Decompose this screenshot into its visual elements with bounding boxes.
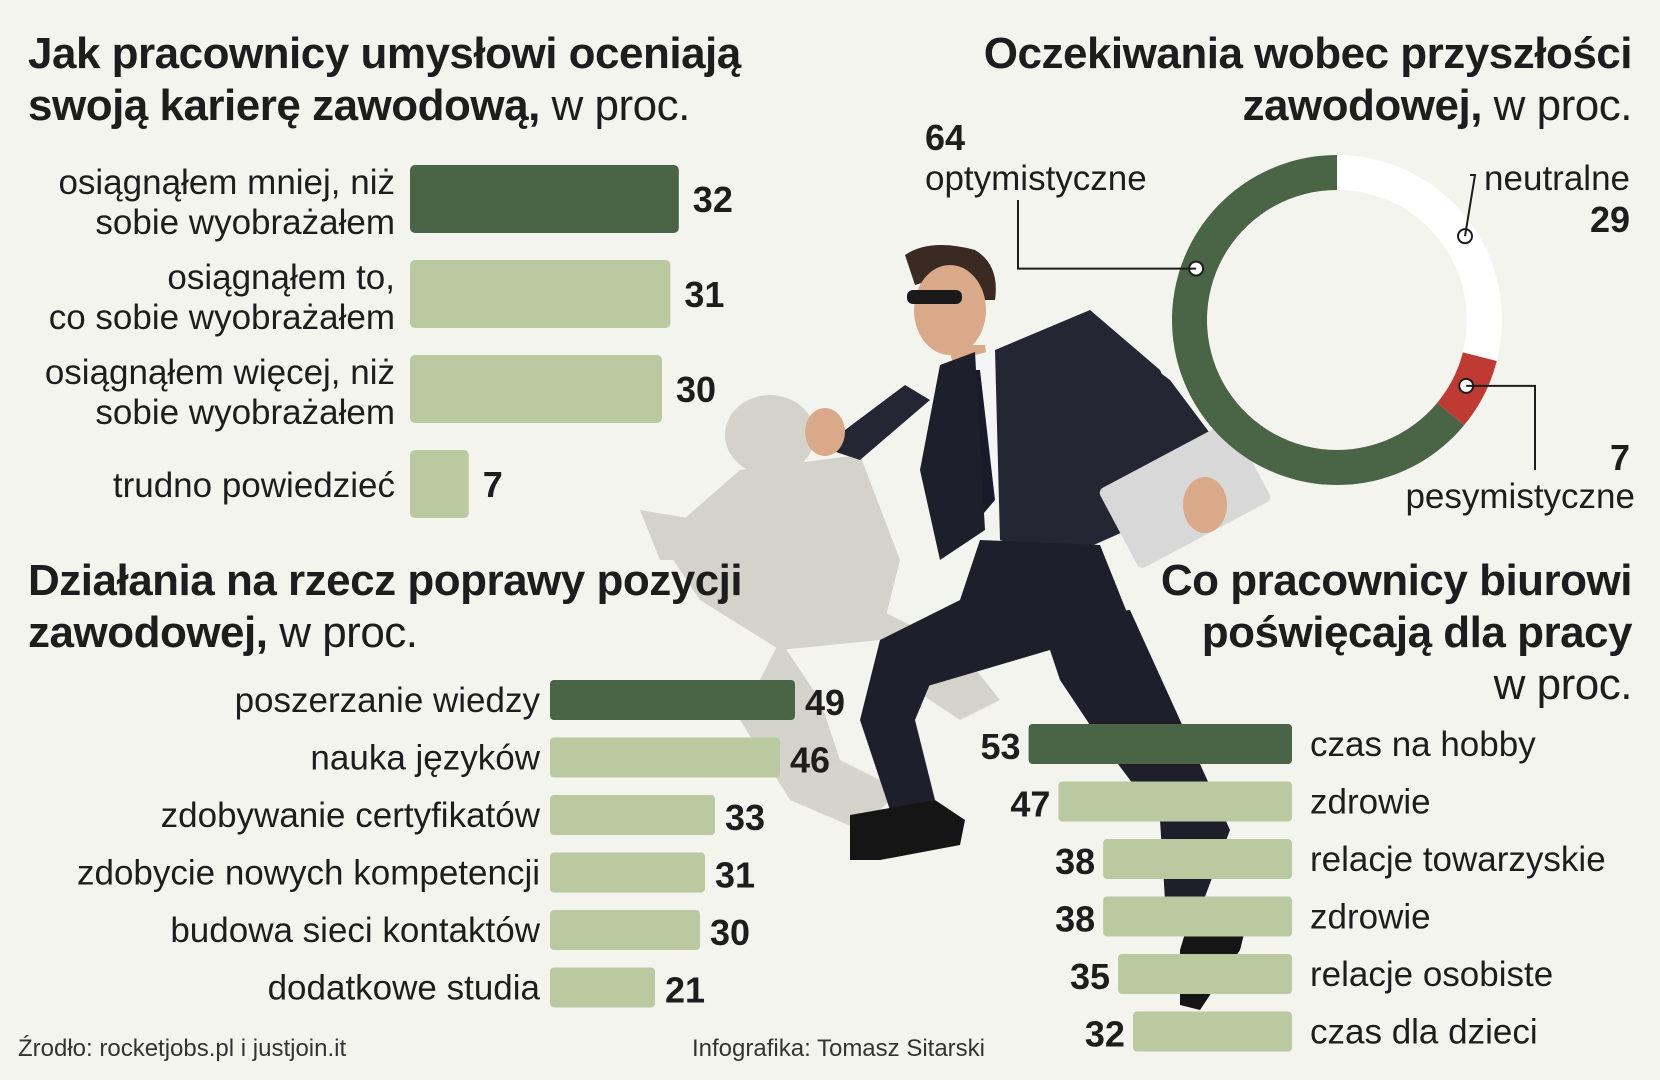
chart4-bar (1103, 896, 1292, 937)
chart1-category-label: trudno powiedzieć (113, 466, 395, 505)
source-note: Źrodło: rocketjobs.pl i justjoin.it (18, 1035, 347, 1062)
chart3-title-line2: zawodowej, (28, 608, 268, 657)
chart3-bar (550, 967, 655, 1008)
chart4-title-line1: Co pracownicy biurowi (1160, 556, 1633, 605)
chart4-category-label: zdrowie (1310, 898, 1431, 937)
chart3-value-label: 21 (665, 970, 705, 1011)
chart1-category-label: sobie wyobrażałem (95, 393, 395, 432)
chart3-title-unit: w proc. (267, 608, 418, 657)
chart4-category-label: relacje osobiste (1310, 955, 1553, 994)
chart2-title-line2: zawodowej, (1242, 81, 1482, 130)
chart3-value-label: 46 (790, 740, 830, 781)
chart1-category-label: sobie wyobrażałem (95, 203, 395, 242)
donut-value-optymistyczne: 64 (925, 117, 965, 158)
chart1-title: Jak pracownicy umysłowi oceniają swoją k… (28, 28, 741, 132)
chart4-value-label: 47 (1010, 784, 1050, 825)
donut-slice-optymistyczne (1171, 155, 1465, 485)
donut-label-pesymistyczne: pesymistyczne (1405, 477, 1635, 516)
chart4-category-label: zdrowie (1310, 783, 1431, 822)
chart4-bar (1132, 1011, 1292, 1052)
chart3-category-label: poszerzanie wiedzy (235, 681, 541, 720)
chart4-value-label: 32 (1085, 1014, 1125, 1055)
chart3-bar (550, 737, 780, 778)
chart3-category-label: budowa sieci kontaktów (170, 911, 540, 950)
chart4-value-label: 35 (1070, 956, 1110, 997)
chart1-bar (410, 165, 679, 233)
chart4-title: Co pracownicy biurowi poświęcają dla pra… (1160, 555, 1633, 711)
chart3-value-label: 49 (805, 682, 845, 723)
chart1-bar (410, 355, 662, 423)
chart3-title: Działania na rzecz poprawy pozycji zawod… (28, 555, 743, 659)
chart4-bar (1118, 954, 1292, 994)
chart4-title-line2: poświęcają dla pracy (1201, 608, 1633, 657)
chart2-title: Oczekiwania wobec przyszłości zawodowej,… (983, 28, 1633, 132)
chart3-bar (550, 852, 705, 893)
infographic-credit: Infografika: Tomasz Sitarski (692, 1035, 986, 1062)
callout-line (1464, 174, 1477, 237)
chart3-category-label: dodatkowe studia (268, 969, 541, 1008)
chart4-category-label: relacje towarzyskie (1310, 840, 1606, 879)
chart1-value-label: 30 (676, 369, 716, 410)
chart4-bar (1028, 724, 1292, 764)
chart4-value-label: 53 (981, 726, 1021, 767)
chart3-value-label: 31 (715, 855, 755, 896)
chart1-title-line2: swoją karierę zawodową, (28, 81, 540, 130)
chart4-value-label: 38 (1055, 841, 1095, 882)
chart1-category-label: osiągnąłem więcej, niż (45, 353, 395, 392)
chart1-value-label: 32 (693, 179, 733, 220)
chart1-value-label: 31 (684, 274, 724, 315)
chart1-category-label: co sobie wyobrażałem (49, 298, 395, 337)
donut-value-neutralne: 29 (1590, 199, 1630, 240)
chart1-bar (410, 260, 671, 328)
donut-label-neutralne: neutralne (1484, 159, 1630, 198)
chart1-title-line1: Jak pracownicy umysłowi oceniają (28, 29, 741, 78)
chart1-bar (410, 450, 469, 518)
chart4-bar (1058, 781, 1292, 822)
chart3-bar (550, 910, 700, 950)
chart1-category-label: osiągnąłem to, (167, 258, 395, 297)
callout-line (1017, 200, 1197, 270)
chart3-category-label: zdobywanie certyfikatów (161, 796, 541, 835)
donut-slice-neutralne (1337, 155, 1502, 362)
chart3-bar (550, 680, 795, 720)
chart4-category-label: czas na hobby (1310, 725, 1536, 764)
chart3-value-label: 30 (710, 912, 750, 953)
chart4-value-label: 38 (1055, 899, 1095, 940)
chart3-title-line1: Działania na rzecz poprawy pozycji (28, 556, 743, 605)
chart4-title-unit: w proc. (1493, 660, 1633, 709)
chart3-category-label: nauka języków (310, 739, 540, 778)
chart3-bar (550, 795, 715, 835)
chart1-value-label: 7 (483, 464, 503, 505)
donut-value-pesymistyczne: 7 (1610, 437, 1630, 478)
chart4-category-label: czas dla dzieci (1310, 1013, 1538, 1052)
callout-line (1466, 384, 1536, 470)
chart1-title-unit: w proc. (539, 81, 691, 130)
chart2-title-unit: w proc. (1481, 81, 1633, 130)
chart3-category-label: zdobycie nowych kompetencji (77, 854, 540, 893)
chart3-value-label: 33 (725, 797, 765, 838)
donut-label-optymistyczne: optymistyczne (925, 159, 1147, 198)
chart1-category-label: osiągnąłem mniej, niż (58, 163, 395, 202)
chart4-bar (1103, 839, 1292, 879)
chart2-title-line1: Oczekiwania wobec przyszłości (983, 29, 1633, 78)
